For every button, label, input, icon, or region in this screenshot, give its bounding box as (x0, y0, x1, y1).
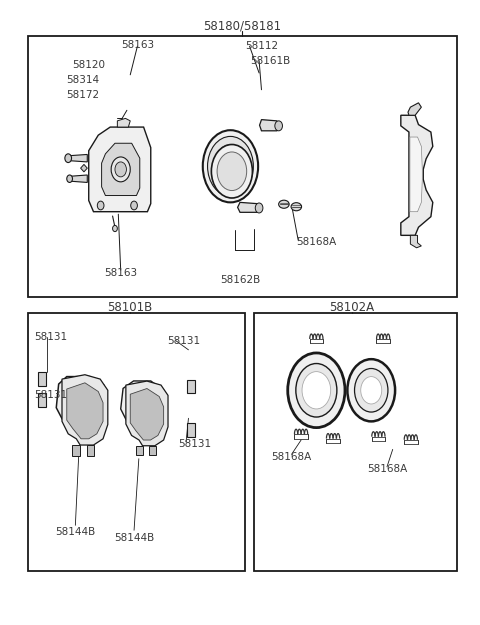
Polygon shape (410, 236, 421, 248)
Circle shape (207, 136, 253, 196)
Text: 58180/58181: 58180/58181 (204, 20, 281, 32)
Text: 58163: 58163 (121, 40, 154, 50)
Text: 58112: 58112 (245, 41, 278, 51)
Text: 58162B: 58162B (220, 274, 260, 284)
Polygon shape (102, 143, 140, 196)
Polygon shape (67, 382, 103, 439)
Circle shape (348, 359, 395, 421)
Circle shape (355, 369, 388, 412)
Polygon shape (117, 118, 130, 127)
Circle shape (288, 353, 345, 428)
Text: 58120: 58120 (72, 61, 105, 71)
Polygon shape (62, 375, 108, 445)
Circle shape (296, 364, 337, 417)
Text: 58168A: 58168A (271, 452, 312, 462)
Polygon shape (71, 175, 87, 182)
Polygon shape (130, 389, 164, 440)
Polygon shape (89, 127, 151, 212)
Circle shape (67, 175, 72, 182)
Circle shape (361, 377, 382, 404)
Polygon shape (126, 381, 168, 446)
Polygon shape (135, 446, 143, 456)
Text: 58101B: 58101B (108, 301, 153, 314)
Circle shape (214, 144, 247, 188)
Text: 58161B: 58161B (251, 56, 291, 66)
Circle shape (203, 130, 258, 202)
Circle shape (275, 121, 282, 131)
Polygon shape (87, 445, 95, 456)
Text: 58131: 58131 (34, 332, 67, 342)
Text: 58131: 58131 (178, 439, 211, 449)
Polygon shape (187, 423, 195, 437)
Text: 58168A: 58168A (296, 238, 336, 248)
Text: 58168A: 58168A (367, 464, 407, 474)
Text: 58314: 58314 (66, 76, 99, 86)
Circle shape (115, 162, 126, 177)
Circle shape (97, 201, 104, 210)
Text: 58172: 58172 (66, 90, 99, 100)
Polygon shape (401, 115, 433, 236)
Polygon shape (149, 446, 156, 456)
Ellipse shape (291, 202, 301, 211)
Polygon shape (38, 393, 46, 407)
Circle shape (217, 152, 247, 191)
Text: 58163: 58163 (104, 268, 137, 278)
Polygon shape (238, 202, 259, 212)
Polygon shape (56, 377, 107, 439)
Circle shape (255, 203, 263, 213)
Circle shape (113, 226, 117, 232)
Circle shape (65, 154, 72, 162)
Circle shape (111, 157, 130, 182)
Text: 58131: 58131 (168, 336, 201, 346)
Polygon shape (69, 154, 87, 162)
Text: 58144B: 58144B (114, 532, 154, 542)
Circle shape (211, 144, 252, 198)
Polygon shape (72, 445, 80, 456)
Polygon shape (260, 119, 279, 131)
Polygon shape (38, 372, 46, 386)
Circle shape (302, 372, 331, 409)
Circle shape (131, 201, 137, 210)
Polygon shape (120, 381, 166, 440)
Text: 58102A: 58102A (330, 301, 375, 314)
Polygon shape (187, 380, 195, 393)
Text: 58144B: 58144B (55, 526, 96, 536)
Text: 58131: 58131 (34, 389, 67, 399)
Polygon shape (408, 102, 421, 115)
Polygon shape (81, 164, 87, 172)
Polygon shape (410, 137, 422, 212)
Ellipse shape (279, 200, 289, 208)
